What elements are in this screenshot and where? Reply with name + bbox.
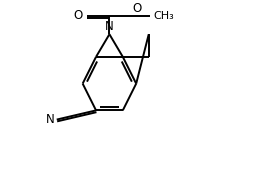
Text: N: N	[105, 20, 114, 33]
Text: CH₃: CH₃	[153, 11, 174, 21]
Text: O: O	[133, 1, 142, 15]
Text: O: O	[73, 9, 83, 22]
Text: N: N	[46, 113, 54, 126]
